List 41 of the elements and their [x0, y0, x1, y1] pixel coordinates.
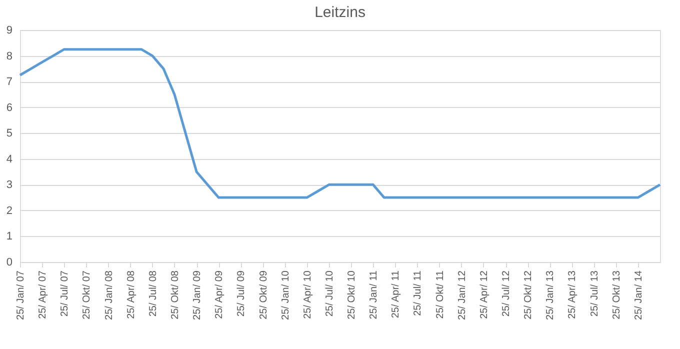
x-tick-label: 25/ Jan/ 10: [280, 270, 292, 320]
x-tick-label: 25/ Jan/ 11: [368, 270, 380, 320]
x-tick-label: 25/ Jan/ 08: [104, 270, 115, 320]
y-tick-label: 5: [6, 128, 12, 140]
x-tick-label: 25/ Jan/ 14: [633, 270, 644, 320]
chart-title: Leitzins: [314, 4, 366, 21]
line-series: [18, 48, 662, 199]
y-tick-label: 7: [6, 76, 12, 88]
y-tick-label: 3: [6, 179, 12, 192]
x-tick-label: 25/ Apr/ 08: [126, 270, 137, 319]
x-tick-label: 25/ Jul/ 10: [324, 270, 336, 317]
x-tick-label: 25/ Okt/ 13: [611, 270, 622, 320]
x-tick-label: 25/ Apr/ 13: [567, 270, 578, 319]
x-tick-label: 25/ Okt/ 11: [434, 270, 446, 319]
x-tick-label: 25/ Jul/ 11: [412, 270, 424, 316]
y-tick-label: 0: [6, 256, 12, 268]
y-tick-label: 6: [6, 102, 12, 114]
x-tick-label: 25/ Jan/ 07: [16, 270, 26, 320]
y-tick-label: 9: [6, 24, 12, 36]
y-tick-label: 2: [6, 204, 12, 217]
x-tick-label: 25/ Okt/ 07: [82, 270, 93, 320]
y-tick-label: 8: [6, 50, 12, 62]
x-tick-label: 25/ Jul/ 12: [501, 270, 512, 317]
y-tick-label: 4: [6, 153, 12, 166]
x-tick-label: 25/ Jan/ 09: [192, 270, 204, 320]
x-tick-label: 25/ Apr/ 12: [478, 270, 490, 319]
x-tick-label: 25/ Apr/ 10: [302, 270, 314, 319]
x-tick-label: 25/ Okt/ 12: [523, 270, 534, 320]
x-tick-label: 25/ Okt/ 08: [170, 270, 181, 320]
x-tick-label: 25/ Apr/ 09: [214, 270, 226, 319]
x-tick-label: 25/ Okt/ 10: [346, 270, 358, 320]
x-tick-label: 25/ Jan/ 12: [456, 270, 468, 320]
x-tick-label: 25/ Jul/ 09: [236, 270, 248, 317]
x-tick-label: 25/ Apr/ 07: [38, 270, 49, 319]
x-tick-label: 25/ Jul/ 07: [60, 270, 71, 317]
x-tick-label: 25/ Jul/ 13: [589, 270, 600, 317]
x-tick-label: 25/ Jul/ 08: [148, 270, 159, 317]
x-tick-label: 25/ Jan/ 13: [545, 270, 556, 320]
y-tick-label: 1: [6, 230, 12, 243]
x-tick-label: 25/ Apr/ 11: [390, 270, 402, 318]
x-tick-label: 25/ Okt/ 09: [258, 270, 270, 320]
